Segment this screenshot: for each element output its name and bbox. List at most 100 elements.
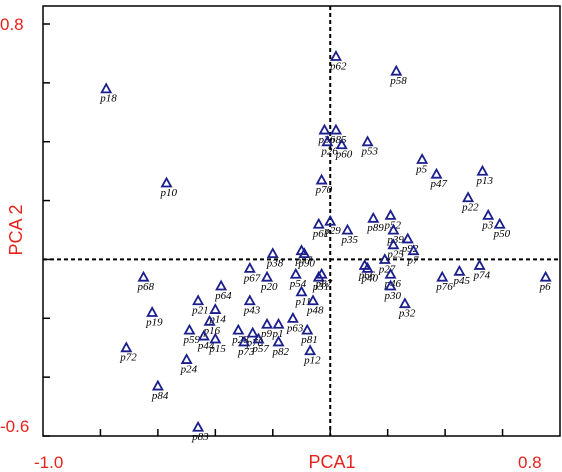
- y-tick-label-top: 0.8: [0, 15, 24, 34]
- point-p40: p40: [361, 261, 379, 284]
- point-label: p15: [208, 343, 226, 355]
- point-p6: p6: [539, 270, 552, 293]
- point-label: p59: [182, 334, 200, 346]
- point-p18: p18: [99, 82, 117, 105]
- point-marker: [295, 285, 308, 297]
- point-marker: [289, 267, 302, 279]
- point-marker: [473, 258, 486, 270]
- point-p7: p7: [407, 244, 420, 267]
- point-label: p50: [493, 228, 511, 240]
- point-label: p64: [214, 290, 232, 302]
- point-label: p24: [180, 363, 198, 375]
- point-label: p29: [323, 225, 341, 237]
- point-label: p67: [243, 272, 261, 284]
- point-p9: p9: [260, 317, 274, 340]
- point-p64: p64: [214, 279, 232, 302]
- point-label: p10: [160, 187, 178, 199]
- point-marker: [493, 217, 506, 229]
- point-p68: p68: [137, 270, 155, 293]
- point-p82: p82: [272, 335, 290, 358]
- point-p25: p25: [386, 238, 404, 261]
- axis-ticks: [43, 23, 504, 437]
- point-marker: [321, 135, 334, 147]
- point-marker: [252, 332, 265, 344]
- point-label: p82: [272, 346, 290, 358]
- point-label: p68: [137, 281, 155, 293]
- point-label: p30: [384, 290, 402, 302]
- point-label: p81: [300, 334, 318, 346]
- point-marker: [436, 270, 449, 282]
- point-p85: p85: [329, 123, 347, 146]
- point-marker: [416, 153, 429, 164]
- point-label: p57: [251, 343, 269, 355]
- point-marker: [361, 261, 374, 273]
- point-label: p1: [272, 328, 284, 340]
- point-label: p3: [481, 219, 494, 231]
- point-label: p40: [361, 272, 379, 284]
- point-label: p58: [389, 75, 407, 87]
- point-marker: [215, 279, 228, 291]
- point-p54: p54: [289, 267, 307, 290]
- point-p74: p74: [473, 258, 491, 281]
- point-label: p72: [119, 352, 137, 364]
- x-tick-label-left: -1.0: [34, 453, 63, 472]
- point-p26: p26: [320, 135, 338, 158]
- point-marker: [539, 270, 552, 282]
- point-marker: [462, 191, 475, 203]
- point-marker: [146, 306, 159, 317]
- point-label: p18: [99, 93, 117, 105]
- y-axis-title: PCA 2: [6, 204, 26, 255]
- point-marker: [401, 232, 414, 244]
- point-p3: p3: [481, 208, 495, 231]
- point-p47: p47: [429, 167, 447, 190]
- point-marker: [232, 323, 245, 335]
- point-label: p74: [473, 269, 491, 281]
- point-label: p21: [191, 305, 209, 317]
- point-marker: [335, 138, 348, 150]
- plot-frame: [42, 5, 561, 437]
- point-p90: p90: [297, 247, 315, 270]
- point-label: p25: [386, 249, 404, 261]
- point-marker: [312, 217, 325, 229]
- point-p1: p1: [272, 317, 285, 340]
- point-marker: [312, 270, 325, 282]
- point-label: p9: [260, 328, 273, 340]
- point-p19: p19: [145, 306, 163, 328]
- point-marker: [246, 326, 259, 338]
- point-marker: [261, 317, 274, 329]
- point-label: p61: [312, 228, 330, 240]
- point-marker: [306, 294, 320, 306]
- point-label: p90: [297, 258, 315, 270]
- point-p83: p83: [191, 420, 209, 443]
- point-marker: [378, 253, 391, 264]
- point-marker: [272, 317, 285, 329]
- point-p29: p29: [323, 214, 341, 237]
- point-marker: [120, 341, 133, 353]
- point-marker: [137, 270, 150, 282]
- point-p59: p59: [182, 323, 200, 346]
- point-marker: [298, 247, 311, 259]
- point-label: p62: [329, 60, 347, 72]
- point-marker: [453, 264, 466, 276]
- point-label: p47: [429, 178, 447, 190]
- point-p76: p76: [435, 270, 453, 293]
- point-marker: [318, 123, 331, 135]
- plot-border: [42, 5, 561, 437]
- point-marker: [315, 267, 328, 279]
- point-marker: [272, 335, 285, 347]
- point-label: p83: [191, 431, 209, 443]
- point-p43: p43: [243, 294, 261, 317]
- point-marker: [341, 223, 354, 235]
- point-label: p22: [461, 202, 479, 214]
- point-marker: [238, 335, 251, 347]
- point-marker: [387, 223, 400, 235]
- y-tick-label-bottom: -0.6: [0, 417, 29, 436]
- point-marker: [430, 167, 443, 179]
- point-label: p11: [295, 296, 312, 308]
- point-p30: p30: [384, 279, 402, 302]
- point-marker: [192, 294, 205, 306]
- point-marker: [197, 329, 210, 341]
- point-p50: p50: [493, 217, 511, 240]
- point-p81: p81: [300, 323, 318, 346]
